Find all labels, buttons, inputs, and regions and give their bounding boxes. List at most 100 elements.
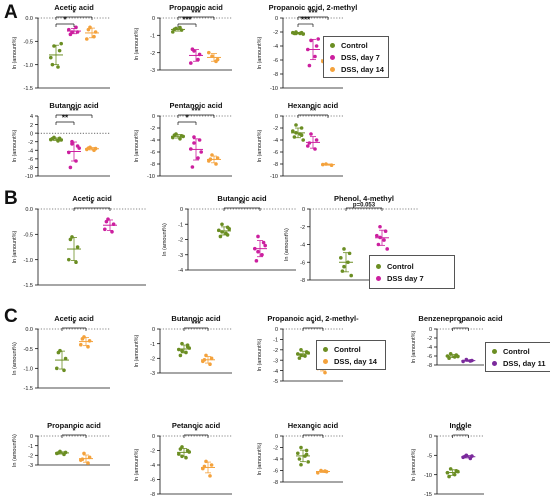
data-point	[316, 37, 321, 41]
data-point	[180, 341, 184, 346]
y-axis-label: ln (amount%)	[134, 27, 140, 60]
y-tick-label: -2	[28, 140, 33, 146]
chart-title: Pentanoic acid	[170, 101, 223, 110]
y-tick-label: -1.5	[24, 86, 33, 92]
legend-label: Control	[334, 344, 361, 354]
panel-letter-a: A	[4, 2, 18, 23]
y-tick-label: -8	[300, 278, 305, 284]
chart-a4: Butanoic acid 4 2 0 -2 -4 -6 -8 -10 ln (amount%) *…	[12, 101, 110, 180]
data-point	[306, 460, 311, 464]
chart-c2: Butanoic acid 0 -1 -2 -3 ln (amount%) ***	[134, 314, 232, 377]
chart-title: Petanoic acid	[172, 421, 221, 430]
data-point	[220, 222, 224, 227]
y-tick-label: -5	[427, 454, 432, 460]
data-point	[79, 342, 83, 347]
data-point	[49, 55, 53, 60]
y-axis-label: ln (amount%)	[257, 338, 263, 371]
data-point	[192, 135, 196, 139]
legend-item: DSS, day 7	[324, 51, 388, 63]
data-point	[171, 30, 175, 34]
y-tick-label: -0.5	[24, 347, 33, 353]
legend-label: Control	[503, 346, 530, 356]
data-point	[299, 348, 303, 352]
y-tick-label: -2	[273, 126, 278, 132]
y-tick-label: -5	[273, 379, 278, 385]
significance-label: **	[62, 114, 69, 123]
legend-item: Control	[324, 39, 388, 51]
data-point	[297, 356, 302, 360]
data-point	[261, 240, 266, 245]
y-tick-label: -3	[150, 371, 155, 377]
legend-swatch	[330, 42, 335, 48]
y-tick-label: -2	[300, 225, 305, 231]
y-tick-label: 0	[275, 327, 278, 333]
chart-title: Propanoic acid, 2-methyl-	[267, 314, 359, 323]
chart-a6: Hexanoic acid 0 -2 -4 -6 -8 -10 ln (amount%) **	[257, 101, 343, 180]
y-tick-label: -8	[273, 480, 278, 486]
significance-label: ***	[191, 320, 201, 329]
significance-label: ***	[301, 16, 311, 25]
data-point	[178, 353, 183, 358]
y-tick-label: -4	[28, 148, 33, 154]
data-point	[82, 451, 86, 456]
y-tick-label: -8	[273, 162, 278, 168]
y-tick-label: 0	[275, 16, 278, 22]
y-tick-label: -3	[273, 358, 278, 364]
y-tick-label: -10	[147, 174, 155, 180]
legend-label: DSS, day 7	[341, 52, 380, 62]
legend-label: DSS, day 14	[334, 356, 377, 366]
data-point	[57, 48, 62, 53]
data-point	[291, 129, 295, 133]
significance-label: *	[90, 200, 94, 209]
y-tick-label: -4	[150, 138, 155, 144]
y-tick-label: -1	[273, 338, 278, 344]
chart-title: Propanoic acid	[169, 3, 223, 12]
chart-a1: Acetic acid 0.0 -0.5 -1.0 -1.5 ln (amount%) * *	[12, 3, 110, 92]
data-point	[86, 27, 91, 32]
y-tick-label: -8	[273, 72, 278, 78]
panel-letter-c: C	[4, 306, 18, 327]
data-point	[227, 227, 231, 231]
legend-label: Control	[341, 40, 368, 50]
y-axis-label: ln (amount%)	[411, 448, 417, 481]
chart-title: Butanoic acid	[49, 101, 99, 110]
data-point	[215, 156, 220, 160]
data-point	[56, 139, 60, 143]
y-tick-label: -1	[150, 342, 155, 348]
data-point	[347, 251, 352, 256]
y-tick-label: -3	[150, 68, 155, 74]
legend-swatch	[492, 348, 497, 354]
data-point	[68, 237, 73, 242]
chart-c7: Hexanoic acid 0 -2 -4 -6 -8 ln (amount%) *	[257, 421, 343, 486]
y-tick-label: -4	[273, 457, 278, 463]
data-point	[375, 233, 379, 238]
chart-title: Propanoic acid, 2-methyl	[269, 3, 358, 12]
y-tick-label: -2	[273, 446, 278, 452]
data-point	[292, 135, 297, 139]
data-point	[342, 264, 346, 269]
y-tick-label: -2	[427, 336, 432, 342]
data-point	[208, 474, 212, 478]
y-axis-label: ln (amount%)	[134, 129, 140, 162]
significance-label: **	[239, 200, 246, 209]
data-point	[184, 350, 188, 355]
significance-label: *	[459, 320, 463, 329]
data-point	[307, 141, 312, 145]
y-tick-label: -0.5	[24, 233, 33, 239]
y-tick-label: 0	[30, 131, 33, 137]
data-point	[340, 269, 345, 273]
significance-label: *	[311, 427, 315, 436]
data-point	[301, 138, 306, 142]
data-point	[304, 452, 309, 457]
legend-swatch	[330, 54, 335, 60]
data-point	[339, 256, 343, 260]
legend-item: DSS, day 11	[486, 357, 550, 369]
y-tick-label: -6	[28, 157, 33, 163]
chart-c3: Propanoic acid, 2-methyl- 0 -1 -2 -3 -4 -5 ln (…	[257, 314, 359, 385]
legend-label: DSS day 7	[387, 273, 424, 283]
data-point	[80, 457, 85, 462]
y-tick-label: -1	[28, 444, 33, 450]
chart-c6: Petanoic acid 0 -2 -4 -6 -8 ln (amount%) *	[134, 421, 232, 498]
chart-b2: Butanoic acid 0 -1 -2 -3 -4 ln (amount%) **	[162, 194, 296, 274]
y-tick-label: -4	[273, 369, 278, 375]
